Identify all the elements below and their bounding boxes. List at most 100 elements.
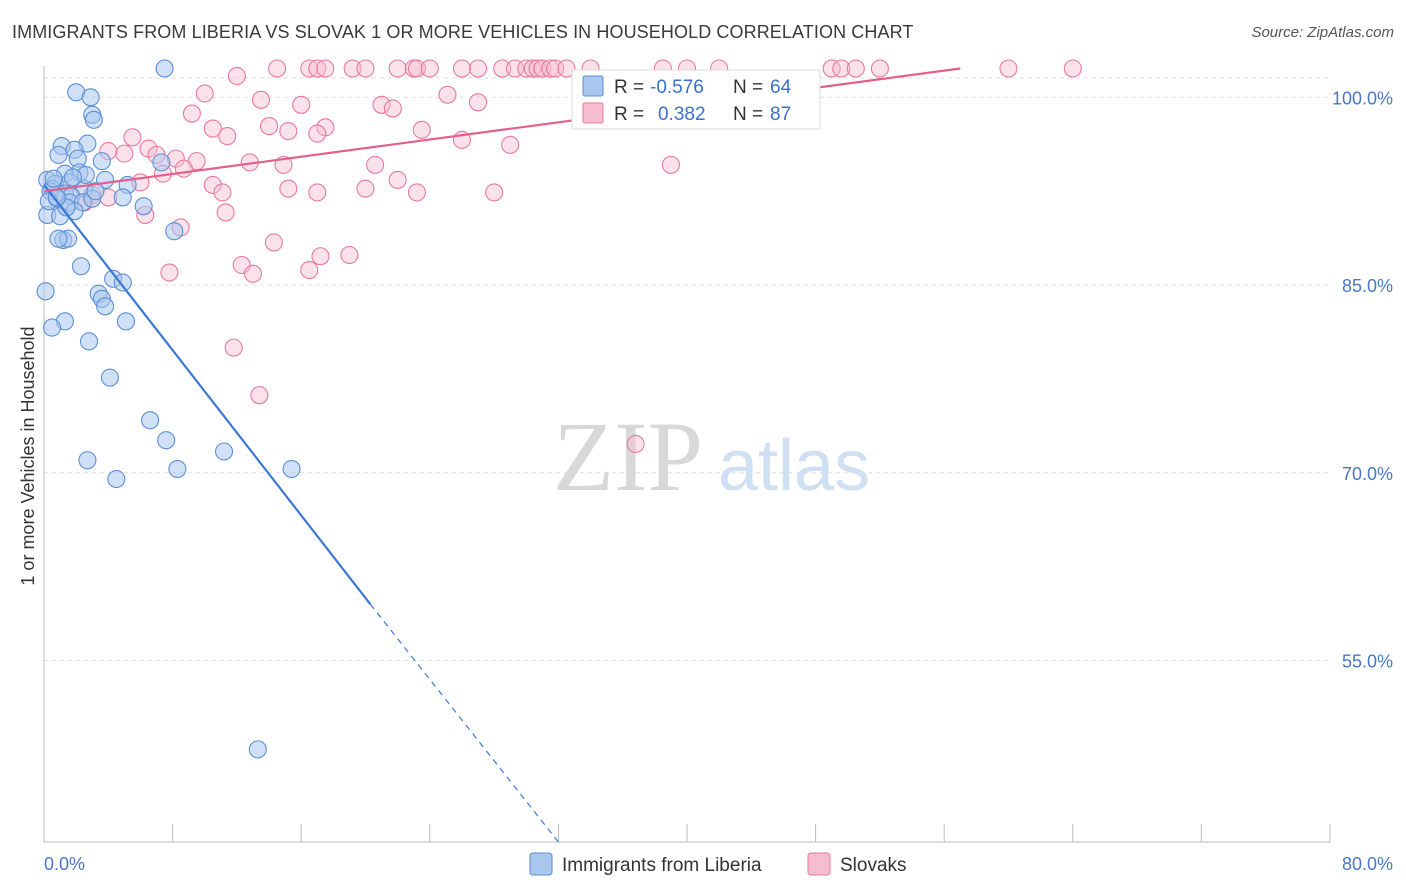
slovaks-point [493,59,512,78]
liberia-point [78,451,97,470]
slovaks-point [343,59,362,78]
slovaks-point [832,59,851,78]
liberia-point [71,257,91,276]
slovaks-point [372,95,391,114]
slovaks-point [485,183,504,202]
y-tick-label: 85.0% [1342,276,1393,296]
slovaks-point [438,85,457,104]
slovaks-point [292,95,311,114]
liberia-point [168,459,187,479]
chart-source: Source: ZipAtlas.com [1251,24,1394,41]
x-tick-label: 80.0% [1342,854,1393,874]
liberia-point [165,222,184,241]
liberia-point [134,197,153,216]
liberia-point [282,459,301,479]
stats-r-label-2: R = [614,104,644,125]
slovaks-point [999,59,1018,78]
liberia-point [155,59,174,78]
slovaks-trend-line [43,67,961,193]
liberia-trend-line [43,184,372,605]
liberia-point [79,332,99,351]
liberia-point [49,229,68,248]
slovaks-point [216,203,235,222]
stats-r-value-1: -0.576 [650,77,704,98]
liberia-point [116,312,136,331]
slovaks-point [626,434,645,454]
stats-legend-box [571,69,821,130]
stats-n-label-2: N = [733,104,763,125]
liberia-point [86,182,105,201]
y-axis-title: 1 or more Vehicles in Household [18,326,38,585]
x-tick-label: 0.0% [44,854,85,874]
liberia-point [107,469,126,489]
slovaks-point [308,183,327,202]
slovaks-point [227,66,246,86]
slovaks-point [160,263,179,282]
slovaks-point [279,122,298,141]
x-tick-labels: 0.0% 80.0% [44,854,1393,874]
slovaks-point [115,144,134,163]
liberia-point [92,152,111,171]
slovaks-point [300,260,319,280]
slovaks-point [528,59,547,78]
slovaks-point [174,159,193,178]
slovaks-point [279,179,298,198]
stats-r-label-1: R = [614,77,644,98]
slovaks-point [316,59,335,78]
liberia-point [36,282,55,301]
slovaks-point [407,183,426,202]
y-tick-label: 70.0% [1342,464,1393,484]
slovaks-point [182,104,201,123]
slovaks-point [340,245,359,265]
slovaks-point [250,386,269,405]
slovaks-point [218,127,237,146]
liberia-trend-extension [369,603,559,843]
slovaks-point [468,93,488,112]
y-tick-labels: 100.0% 85.0% 70.0% 55.0% [1332,88,1393,671]
liberia-point [44,169,63,188]
slovaks-point [501,135,520,154]
slovaks-point [356,59,375,78]
legend-liberia-label: Immigrants from Liberia [562,855,762,876]
stats-legend-blue-swatch [582,75,604,97]
stats-r-value-2: 0.382 [658,104,706,125]
liberia-point [214,442,234,461]
liberia-point [63,168,82,187]
slovaks-point [259,117,279,136]
stats-legend: R = -0.576 N = 64 R = 0.382 N = 87 [571,69,821,130]
liberia-point [141,411,160,430]
slovaks-point [366,155,385,174]
watermark-atlas: atlas [718,426,870,506]
slovaks-point [822,59,841,78]
y-tick-label: 55.0% [1342,652,1393,672]
slovaks-point [407,59,426,78]
liberia-point [49,145,68,164]
liberia-point [113,188,132,207]
watermark-zip: ZIP [553,401,703,512]
slovaks-point [311,247,330,266]
slovaks-point [1063,59,1082,78]
liberia-point [96,297,115,316]
slovaks-point [420,59,439,78]
liberia-point [157,431,176,450]
watermark: ZIP atlas [553,401,870,512]
slovaks-point [268,59,287,78]
liberia-point [248,740,267,759]
legend-liberia-swatch [529,852,553,876]
slovaks-point [123,128,142,147]
slovaks-point [224,338,243,357]
slovaks-point [203,175,222,194]
slovaks-point [846,59,865,78]
slovaks-point [251,90,271,109]
stats-n-value-1: 64 [770,77,792,98]
slovaks-point [412,120,431,139]
slovaks-point [308,124,327,143]
slovaks-point [388,170,407,189]
chart-title: IMMIGRANTS FROM LIBERIA VS SLOVAK 1 OR M… [12,22,914,42]
liberia-point [47,188,66,207]
liberia-point [84,110,103,129]
legend-slovaks-label: Slovaks [840,855,907,876]
slovaks-point [468,59,488,78]
slovaks-point [557,59,576,78]
slovaks-point [203,119,222,138]
